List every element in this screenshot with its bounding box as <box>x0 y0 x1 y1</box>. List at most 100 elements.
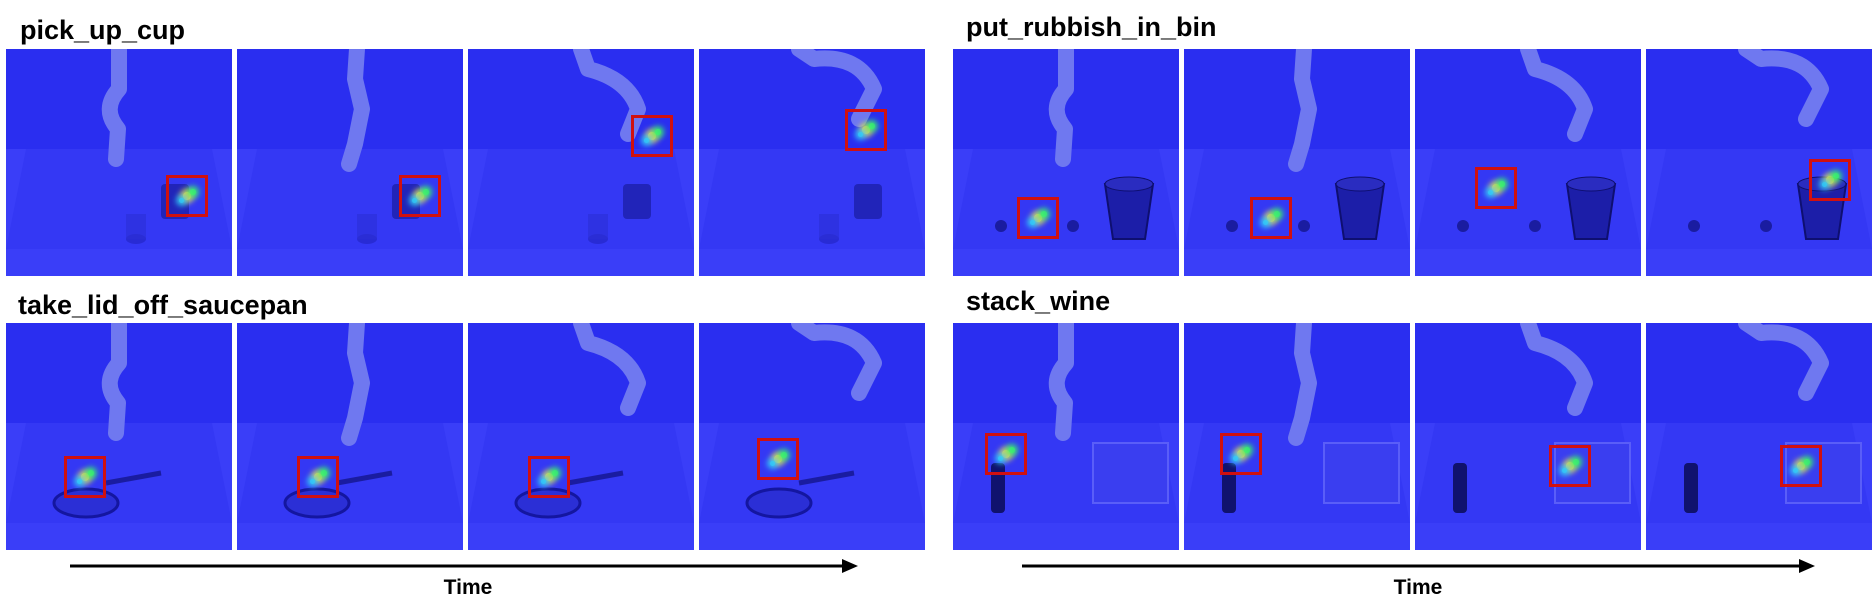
time-label-left: Time <box>443 576 493 599</box>
attention-heat-spot <box>862 126 870 134</box>
scene-image <box>6 49 232 276</box>
attention-heat-spot <box>1566 462 1574 470</box>
attention-bounding-box <box>166 175 208 217</box>
attention-heat-spot <box>769 460 775 466</box>
attention-heat-spot <box>655 129 661 135</box>
panel-title-stack-wine: stack_wine <box>966 286 1111 316</box>
scene-image <box>468 49 694 276</box>
attention-bounding-box <box>528 456 570 498</box>
attention-heat-spot <box>857 131 863 137</box>
scene-image <box>1184 49 1410 276</box>
attention-heat-spot <box>552 470 558 476</box>
scene-frame <box>468 323 694 550</box>
frames-put-rubbish-in-bin <box>953 49 1872 276</box>
scene-frame <box>468 49 694 276</box>
attention-bounding-box <box>1780 445 1822 487</box>
attention-heat-spot <box>1262 219 1268 225</box>
scene-frame <box>237 49 463 276</box>
attention-heat-spot <box>1826 176 1834 184</box>
scene-image <box>1646 49 1872 276</box>
scene-frame <box>1184 49 1410 276</box>
scene-image <box>1184 323 1410 550</box>
attention-heat-spot <box>1804 459 1810 465</box>
attention-heat-spot <box>1492 184 1500 192</box>
attention-bounding-box <box>64 456 106 498</box>
attention-heat-spot <box>781 452 787 458</box>
attention-heat-spot <box>1274 211 1280 217</box>
scene-image <box>953 49 1179 276</box>
attention-heat-spot <box>1267 214 1275 222</box>
attention-bounding-box <box>1017 197 1059 239</box>
attention-bounding-box <box>757 438 799 480</box>
attention-bounding-box <box>631 115 673 157</box>
time-label-right: Time <box>1393 576 1443 599</box>
attention-heat-spot <box>88 470 94 476</box>
time-arrow-left <box>70 559 858 573</box>
scene-image <box>1415 323 1641 550</box>
scene-frame <box>1646 49 1872 276</box>
panel-title-take-lid-off-saucepan: take_lid_off_saucepan <box>18 290 308 320</box>
panel-title-pick-up-cup: pick_up_cup <box>20 15 186 45</box>
attention-bounding-box <box>985 433 1027 475</box>
scene-frame <box>6 323 232 550</box>
scene-frame <box>237 323 463 550</box>
scene-image <box>1646 323 1872 550</box>
attention-bounding-box <box>297 456 339 498</box>
attention-heat-spot <box>411 197 417 203</box>
attention-heat-spot <box>416 192 424 200</box>
time-arrow-right <box>1022 559 1815 573</box>
scene-frame <box>1184 323 1410 550</box>
scene-image <box>468 323 694 550</box>
attention-heat-spot <box>1002 450 1010 458</box>
attention-heat-spot <box>423 189 429 195</box>
attention-heat-spot <box>81 473 89 481</box>
attention-heat-spot <box>1797 462 1805 470</box>
attention-heat-spot <box>1244 447 1250 453</box>
scene-image <box>1415 49 1641 276</box>
panel-title-put-rubbish-in-bin: put_rubbish_in_bin <box>966 12 1217 42</box>
attention-heat-spot <box>1029 219 1035 225</box>
scene-frame <box>1415 49 1641 276</box>
attention-bounding-box <box>1809 159 1851 201</box>
attention-bounding-box <box>845 109 887 151</box>
attention-heat-spot <box>183 192 191 200</box>
attention-heat-spot <box>545 473 553 481</box>
scene-frame <box>1415 323 1641 550</box>
attention-heat-spot <box>309 478 315 484</box>
scene-frame <box>953 49 1179 276</box>
attention-heat-spot <box>643 137 649 143</box>
attention-heat-spot <box>1487 189 1493 195</box>
scene-frame <box>953 323 1179 550</box>
attention-heat-spot <box>190 189 196 195</box>
scene-image <box>6 323 232 550</box>
frames-take-lid-off-saucepan <box>6 323 925 550</box>
scene-frame <box>6 49 232 276</box>
scene-frame <box>1646 323 1872 550</box>
attention-heat-spot <box>1009 447 1015 453</box>
scene-image <box>237 49 463 276</box>
attention-heat-spot <box>1573 459 1579 465</box>
attention-heat-spot <box>321 470 327 476</box>
attention-heat-spot <box>76 478 82 484</box>
frames-pick-up-cup <box>6 49 925 276</box>
attention-heat-spot <box>1792 467 1798 473</box>
scene-image <box>953 323 1179 550</box>
attention-heat-spot <box>774 455 782 463</box>
frames-stack-wine <box>953 323 1872 550</box>
scene-frame <box>699 49 925 276</box>
attention-heat-spot <box>1561 467 1567 473</box>
scene-frame <box>699 323 925 550</box>
attention-bounding-box <box>1250 197 1292 239</box>
attention-heat-spot <box>540 478 546 484</box>
scene-image <box>699 49 925 276</box>
attention-heat-spot <box>997 455 1003 461</box>
attention-heat-spot <box>1041 211 1047 217</box>
attention-heat-spot <box>314 473 322 481</box>
scene-image <box>237 323 463 550</box>
attention-heat-spot <box>1499 181 1505 187</box>
attention-heat-spot <box>178 197 184 203</box>
attention-heat-spot <box>1833 173 1839 179</box>
attention-heat-spot <box>648 132 656 140</box>
attention-bounding-box <box>1220 433 1262 475</box>
attention-heat-spot <box>1237 450 1245 458</box>
